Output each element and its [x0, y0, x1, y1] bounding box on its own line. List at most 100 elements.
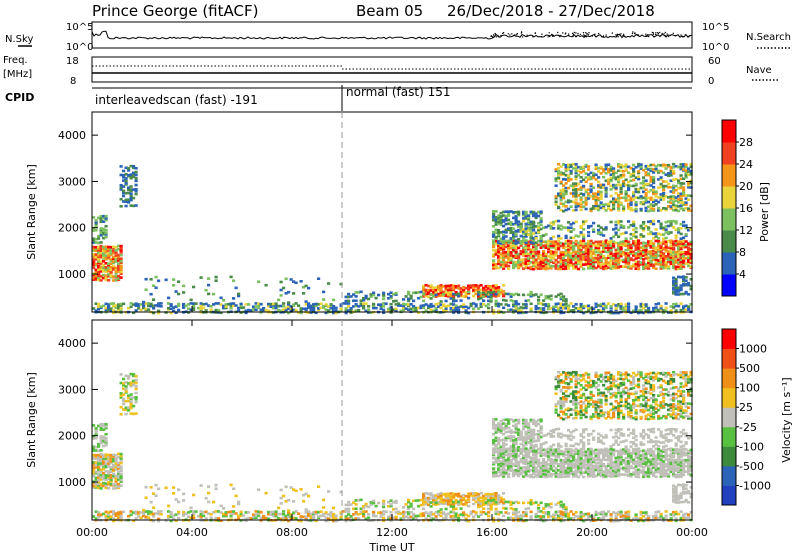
power-cell — [254, 308, 258, 311]
power-cell — [589, 207, 593, 211]
velocity-cell — [362, 512, 366, 516]
power-cell — [639, 308, 643, 312]
power-cell — [492, 286, 496, 289]
velocity-cell — [519, 514, 523, 517]
velocity-cell — [147, 512, 151, 516]
power-cell — [614, 252, 618, 256]
power-cell — [629, 265, 633, 268]
velocity-cell — [502, 502, 506, 506]
power-cell — [612, 170, 616, 173]
power-cell — [647, 242, 651, 246]
power-cell — [132, 311, 136, 315]
power-cell — [614, 311, 618, 315]
velocity-cell — [229, 514, 233, 518]
power-cell — [594, 305, 598, 308]
velocity-cell — [519, 471, 523, 474]
power-cell — [682, 239, 686, 243]
power-cell — [602, 228, 606, 231]
velocity-cell — [627, 514, 631, 518]
power-cell — [307, 286, 311, 290]
power-cell — [122, 194, 126, 198]
power-cell — [587, 250, 591, 253]
velocity-cell — [509, 503, 513, 506]
velocity-cell — [512, 470, 516, 474]
velocity-cell — [499, 473, 503, 477]
velocity-cell — [192, 512, 196, 516]
power-cell — [412, 306, 416, 310]
velocity-cell — [454, 507, 458, 511]
power-cell — [449, 291, 453, 294]
power-cell — [519, 260, 523, 263]
power-cell — [92, 239, 96, 242]
power-cell — [562, 254, 566, 258]
velocity-cell — [629, 519, 633, 522]
power-cell — [544, 262, 548, 266]
velocity-cell — [464, 503, 468, 506]
power-cell — [674, 239, 678, 243]
power-cell — [107, 263, 111, 267]
velocity-cell — [257, 510, 261, 513]
velocity-cell — [609, 519, 613, 523]
power-cell — [312, 303, 316, 306]
power-cell — [119, 197, 123, 201]
power-cell — [597, 244, 601, 248]
velocity-cell — [357, 517, 361, 520]
velocity-cell — [529, 475, 533, 479]
velocity-cell — [314, 510, 318, 514]
power-cell — [609, 237, 613, 240]
power-cell — [674, 267, 678, 271]
velocity-cell — [124, 399, 128, 403]
power-cell — [579, 188, 583, 191]
velocity-cell — [537, 471, 541, 475]
power-cell — [582, 263, 586, 266]
power-cell — [567, 200, 571, 204]
velocity-cell — [542, 460, 546, 463]
power-cell — [92, 255, 96, 258]
power-cell — [314, 302, 318, 306]
velocity-cell — [277, 512, 281, 516]
power-cell — [427, 290, 431, 293]
power-cell — [649, 180, 653, 183]
power-cell — [564, 190, 568, 193]
power-cell — [542, 240, 546, 244]
power-cell — [332, 306, 336, 310]
power-cell — [684, 262, 688, 265]
power-cell — [134, 183, 138, 187]
velocity-cell — [94, 485, 98, 488]
colorbar-swatch — [722, 208, 736, 231]
velocity-cell — [527, 452, 531, 455]
power-cell — [614, 256, 618, 260]
power-cell — [447, 293, 451, 296]
velocity-cell — [479, 492, 483, 495]
velocity-cell — [482, 496, 486, 499]
power-cell — [109, 245, 113, 249]
power-cell — [552, 246, 556, 249]
velocity-cell — [449, 503, 453, 506]
power-cell — [139, 308, 143, 312]
power-cell — [662, 207, 666, 210]
power-cell — [304, 284, 308, 288]
power-cell — [624, 237, 628, 240]
power-cell — [672, 191, 676, 194]
velocity-cell — [152, 506, 156, 509]
power-cell — [607, 163, 611, 166]
power-cell — [104, 224, 108, 228]
velocity-cell — [512, 456, 516, 460]
power-cell — [679, 265, 683, 268]
velocity-cell — [542, 515, 546, 518]
power-cell — [559, 262, 563, 266]
velocity-cell — [509, 458, 513, 462]
velocity-cell — [107, 482, 111, 486]
nsearch-dot — [559, 35, 561, 38]
power-cell — [94, 246, 98, 249]
power-cell — [534, 237, 538, 240]
power-cell — [214, 275, 218, 279]
power-cell — [544, 225, 548, 229]
power-cell — [107, 257, 111, 260]
power-cell — [669, 221, 673, 225]
power-cell — [584, 220, 588, 223]
velocity-cell — [102, 471, 106, 475]
velocity-cell — [97, 468, 101, 471]
velocity-cell — [334, 514, 338, 518]
velocity-cell — [107, 453, 111, 457]
